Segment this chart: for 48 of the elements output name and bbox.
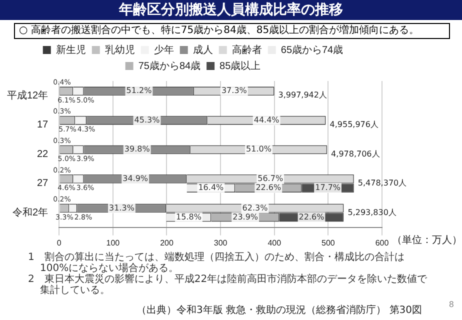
annotation: 34.9% — [122, 174, 148, 184]
y-tick-label: 22 — [37, 148, 49, 160]
annotation: 62.3% — [242, 203, 268, 212]
annotation: 4,955,976人 — [330, 120, 378, 129]
x-tick-label: 300 — [214, 238, 228, 248]
y-tick-label: 平成12年 — [7, 89, 48, 102]
annotation: 23.9% — [232, 212, 258, 222]
legend-label: 65歳から74歳 — [280, 44, 344, 56]
annotation: 51.2% — [126, 86, 152, 96]
annotation: 5,293,830人 — [348, 208, 396, 217]
x-tick-label: 100 — [106, 238, 120, 248]
chart-subtitle: ○ 高齢者の搬送割合の中でも、特に75歳から84歳、85歳以上の割合が増加傾向にある。 — [14, 23, 450, 39]
chart-title: 年齢区分別搬送人員構成比率の推移 — [0, 0, 462, 20]
annotation: 56.7% — [258, 174, 284, 184]
annotation: 17.7% — [315, 183, 341, 192]
annotation: 4,978,706人 — [331, 149, 380, 158]
annotation: 37.3% — [221, 86, 248, 96]
annotation: 3,997,942人 — [278, 90, 327, 100]
y-tick-label: 17 — [37, 120, 49, 131]
annotation: 16.4% — [198, 183, 224, 192]
legend-label: 新生児 — [56, 44, 86, 56]
annotation: 45.3% — [134, 115, 160, 124]
annotation: 22.6% — [298, 212, 325, 222]
legend-label: 75歳から84歳 — [138, 60, 201, 72]
x-axis-title: （単位：万人） — [392, 234, 462, 246]
x-tick-label: 600 — [375, 238, 390, 248]
x-tick-label: 400 — [268, 238, 282, 248]
annotation: 22.6% — [256, 183, 282, 192]
annotation: 5,478,370人 — [358, 178, 407, 188]
annotation: 31.3% — [109, 203, 135, 212]
legend-label: 成人 — [192, 44, 213, 56]
legend-label: 乳幼児 — [104, 44, 135, 56]
annotation: 44.4% — [254, 115, 280, 124]
annotation: 51.0% — [246, 144, 272, 154]
text: （出典）令和3年版 救急・救助の現況（総務省消防庁） 第30図 — [136, 304, 422, 317]
legend-label: 高齢者 — [232, 44, 262, 56]
x-tick-label: 500 — [322, 238, 336, 248]
annotation: 15.8% — [176, 212, 202, 222]
legend-label: 85歳以上 — [220, 60, 261, 72]
text: 2 東日本大震災の影響により、平成22年は陸前高田市消防本部のデータを除いた数値で集計している。 — [28, 274, 428, 296]
legend-label: 少年 — [154, 44, 174, 56]
x-tick-label: 0 — [56, 238, 62, 248]
text: 8 — [448, 300, 454, 309]
x-tick-label: 200 — [160, 238, 174, 248]
y-tick-label: 令和2年 — [12, 206, 48, 219]
y-tick-label: 27 — [37, 178, 49, 190]
annotation: 39.8% — [124, 144, 150, 154]
text: 1 割合の算出に当たっては、端数処理（四捨五入）のため、割合・構成比の合計は100%にならない場合がある。 — [28, 252, 406, 274]
